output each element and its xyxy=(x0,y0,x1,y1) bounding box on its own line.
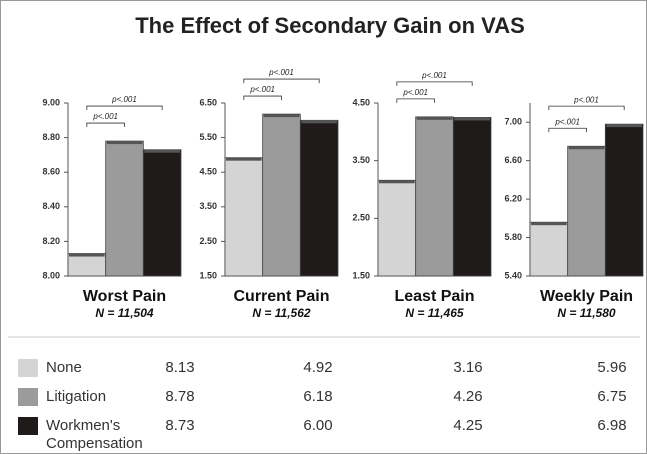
chart-subtitle: N = 11,465 xyxy=(405,306,463,320)
y-tick-label: 2.50 xyxy=(352,213,370,223)
table-value: 3.16 xyxy=(453,359,483,376)
annotation: p<.001 xyxy=(402,88,428,97)
table-value: 4.92 xyxy=(303,359,333,376)
bar xyxy=(105,140,144,277)
table-value: 8.78 xyxy=(165,388,195,405)
table-value: 6.98 xyxy=(597,417,627,434)
bar-top xyxy=(226,157,262,161)
y-tick-label: 1.50 xyxy=(352,270,370,280)
legend-label: Workmen's Compensation xyxy=(46,417,143,452)
y-tick-label: 6.60 xyxy=(504,155,522,165)
significance-bracket xyxy=(243,78,320,84)
table-value: 4.25 xyxy=(453,417,483,434)
bar xyxy=(529,221,569,277)
y-tick-label: 3.50 xyxy=(352,155,370,165)
annotation: p<.001 xyxy=(573,95,599,104)
bar-top xyxy=(69,253,105,257)
table-value: 5.96 xyxy=(597,359,627,376)
significance-bracket xyxy=(396,81,473,86)
y-tick-label: 8.20 xyxy=(42,236,60,246)
bar-top xyxy=(606,124,642,128)
bar xyxy=(224,157,264,277)
bar xyxy=(262,113,301,277)
annotation: p<.001 xyxy=(554,117,580,126)
y-tick-label: 3.50 xyxy=(199,201,217,211)
legend-swatch xyxy=(18,417,38,435)
y-tick-label: 8.80 xyxy=(42,132,60,142)
annotation: p<.001 xyxy=(92,112,118,121)
legend-label: Litigation xyxy=(46,388,107,405)
significance-bracket xyxy=(548,127,587,133)
bar xyxy=(567,145,606,277)
y-tick-label: 8.40 xyxy=(42,201,60,211)
y-tick-label: 5.50 xyxy=(199,132,217,142)
chart-title: Current Pain xyxy=(233,288,329,305)
significance-bracket xyxy=(396,98,435,103)
y-tick-label: 9.00 xyxy=(42,97,60,107)
bar-top xyxy=(144,149,180,153)
significance-bracket xyxy=(243,95,282,101)
bar xyxy=(604,123,644,277)
y-tick-label: 4.50 xyxy=(352,97,370,107)
annotation: p<.001 xyxy=(268,68,294,77)
legend-swatch xyxy=(18,359,38,377)
y-tick-label: 5.40 xyxy=(504,270,522,280)
chart-subtitle: N = 11,562 xyxy=(252,306,310,320)
y-tick-label: 8.60 xyxy=(42,167,60,177)
y-tick-label: 6.20 xyxy=(504,193,522,203)
chart-title: Weekly Pain xyxy=(540,288,633,305)
y-tick-label: 2.50 xyxy=(199,236,217,246)
bar-top xyxy=(454,117,490,121)
bar-top xyxy=(106,141,143,145)
table-value: 4.26 xyxy=(453,388,483,405)
bar xyxy=(452,117,492,277)
bar xyxy=(142,149,182,277)
annotation: p<.001 xyxy=(421,71,447,80)
table-value: 6.75 xyxy=(597,388,627,405)
main-title: The Effect of Secondary Gain on VAS xyxy=(135,13,525,38)
legend-swatch xyxy=(18,388,38,406)
chart-subtitle: N = 11,580 xyxy=(557,306,615,320)
table-value: 8.73 xyxy=(165,417,195,434)
chart-title: Least Pain xyxy=(394,288,474,305)
chart-title: Worst Pain xyxy=(83,288,166,305)
bar xyxy=(377,179,417,277)
y-tick-label: 8.00 xyxy=(42,270,60,280)
bar-top xyxy=(263,114,300,118)
y-tick-label: 5.80 xyxy=(504,232,522,242)
bar-top xyxy=(568,146,605,150)
bar xyxy=(415,116,454,277)
y-tick-label: 6.50 xyxy=(199,97,217,107)
significance-bracket xyxy=(86,105,163,111)
chart-subtitle: N = 11,504 xyxy=(95,306,153,320)
bar-top xyxy=(416,116,453,120)
bar xyxy=(67,253,107,277)
legend-label: None xyxy=(46,359,82,376)
bar-top xyxy=(301,120,337,124)
y-tick-label: 4.50 xyxy=(199,167,217,177)
table-value: 6.18 xyxy=(303,388,333,405)
significance-bracket xyxy=(548,105,625,111)
y-tick-label: 7.00 xyxy=(504,117,522,127)
annotation: p<.001 xyxy=(111,95,137,104)
significance-bracket xyxy=(86,122,125,128)
bar-top xyxy=(379,180,415,184)
table-value: 6.00 xyxy=(303,417,333,434)
table-value: 8.13 xyxy=(165,359,195,376)
bar-top xyxy=(531,222,567,226)
bar xyxy=(299,119,339,277)
y-tick-label: 1.50 xyxy=(199,270,217,280)
annotation: p<.001 xyxy=(249,85,275,94)
